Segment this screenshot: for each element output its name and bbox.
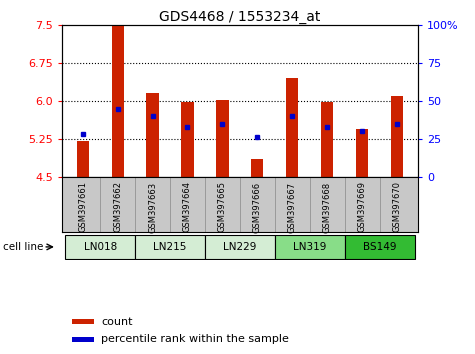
- Bar: [72, 337, 94, 342]
- Bar: [72, 319, 94, 324]
- Text: LN018: LN018: [84, 242, 117, 252]
- Text: GSM397667: GSM397667: [288, 181, 297, 233]
- Bar: [275, 235, 345, 259]
- Text: count: count: [101, 316, 133, 327]
- Bar: [205, 235, 275, 259]
- Text: BS149: BS149: [363, 242, 396, 252]
- Text: percentile rank within the sample: percentile rank within the sample: [101, 335, 289, 344]
- Bar: [181, 102, 194, 177]
- Text: GSM397669: GSM397669: [358, 181, 367, 232]
- Text: LN215: LN215: [153, 242, 187, 252]
- Bar: [251, 159, 264, 177]
- Bar: [391, 96, 403, 177]
- Text: cell line: cell line: [3, 242, 44, 252]
- Text: GSM397670: GSM397670: [392, 181, 401, 232]
- Text: GSM397666: GSM397666: [253, 181, 262, 233]
- Bar: [112, 25, 124, 177]
- Text: GSM397662: GSM397662: [113, 181, 122, 232]
- Bar: [321, 102, 333, 177]
- Text: GSM397668: GSM397668: [323, 181, 332, 233]
- Bar: [76, 142, 89, 177]
- Bar: [345, 235, 415, 259]
- Bar: [216, 100, 228, 177]
- Text: GSM397661: GSM397661: [78, 181, 87, 232]
- Bar: [286, 78, 298, 177]
- Bar: [135, 235, 205, 259]
- Bar: [146, 93, 159, 177]
- Text: LN319: LN319: [293, 242, 326, 252]
- Bar: [65, 235, 135, 259]
- Text: GSM397663: GSM397663: [148, 181, 157, 233]
- Text: GSM397664: GSM397664: [183, 181, 192, 232]
- Text: GSM397665: GSM397665: [218, 181, 227, 232]
- Title: GDS4468 / 1553234_at: GDS4468 / 1553234_at: [159, 10, 321, 24]
- Bar: [356, 129, 368, 177]
- Text: LN229: LN229: [223, 242, 256, 252]
